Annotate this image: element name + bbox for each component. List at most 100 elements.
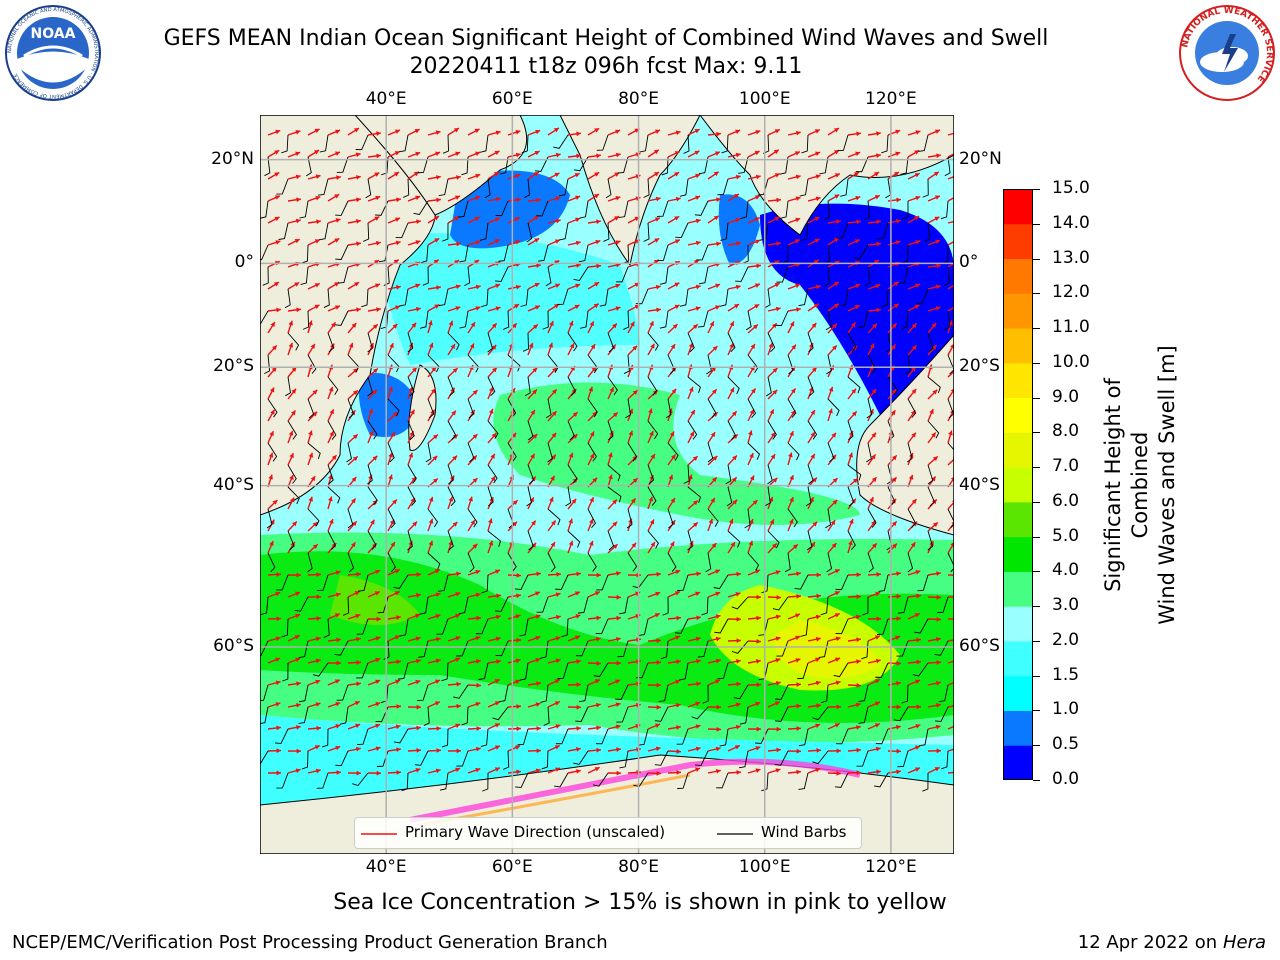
wave-arrow-head [335, 592, 341, 598]
wave-arrow-head [848, 452, 853, 458]
wave-arrow-head [836, 219, 841, 225]
wave-arrow-head [929, 409, 934, 415]
wind-barb [839, 288, 849, 307]
wind-barb [378, 244, 389, 263]
wave-arrow-head [588, 518, 594, 524]
wave-arrow-head [395, 305, 401, 310]
wave-arrow-head [734, 745, 740, 750]
wave-arrow-head [394, 635, 400, 640]
wave-arrow-head [569, 343, 575, 349]
wave-arrow-head [488, 386, 494, 392]
wave-arrow-head [434, 304, 440, 309]
wind-barb [867, 552, 874, 573]
wave-arrow-head [375, 701, 381, 707]
wave-arrow-head [388, 386, 393, 392]
wave-arrow-head [654, 172, 660, 177]
wave-arrow-head [495, 306, 501, 311]
wave-arrow-head [589, 431, 595, 437]
wind-barb [414, 750, 429, 766]
wave-arrow-head [915, 745, 921, 750]
wave-arrow-head [668, 474, 674, 480]
wave-arrow-head [288, 320, 294, 326]
wave-arrow-head [516, 572, 521, 578]
wave-arrow-head [314, 239, 320, 244]
wave-arrow-head [494, 150, 500, 156]
wind-barb [836, 222, 849, 239]
wave-arrow-head [896, 748, 901, 754]
wave-arrow-head [495, 283, 501, 289]
wind-barb [627, 442, 638, 462]
wave-arrow-head [374, 216, 380, 221]
wave-arrow-head [654, 217, 660, 222]
wind-barb [367, 530, 377, 550]
wave-arrow-head [396, 659, 401, 665]
wave-arrow-head [434, 701, 440, 706]
wind-barb [334, 640, 349, 656]
wind-barb [907, 552, 914, 573]
wave-arrow-head [276, 770, 281, 776]
wave-arrow-head [690, 409, 695, 415]
wave-arrow-head [356, 197, 361, 203]
wave-arrow-head [491, 344, 497, 350]
wave-arrow-head [596, 263, 601, 269]
wind-barb [339, 706, 349, 725]
wave-arrow-head [756, 726, 761, 732]
wind-barb [447, 486, 456, 507]
wave-arrow-head [455, 306, 461, 311]
wind-barb [387, 398, 400, 417]
wave-arrow-head [455, 195, 461, 200]
wave-arrow-head [535, 591, 541, 596]
wave-arrow-head [415, 240, 421, 245]
wind-barb [361, 288, 369, 308]
wave-arrow-head [914, 173, 920, 178]
wave-arrow-head [708, 518, 714, 524]
wave-arrow-head [472, 434, 478, 439]
wave-arrow-head [795, 283, 801, 289]
wave-max-core [774, 620, 880, 679]
lon-tick-bottom: 60°E [491, 857, 533, 877]
wave-arrow-head [555, 592, 561, 597]
wave-arrow-head [554, 239, 560, 244]
wave-arrow-head [731, 411, 737, 417]
wind-barb [587, 398, 598, 418]
wind-barb [557, 662, 569, 680]
wave-arrow-head [315, 702, 321, 707]
land-arabia [354, 115, 528, 216]
wave-arrow-head [755, 129, 761, 135]
wave-arrow-head [834, 569, 840, 574]
wave-arrow-head [454, 260, 460, 265]
wind-barb [480, 134, 489, 153]
wave-arrow-head [356, 175, 361, 180]
colorbar-tick-mark [1033, 780, 1040, 781]
wave-arrow-head [936, 263, 941, 269]
wave-arrow-head [475, 284, 481, 290]
wave-arrow-head [630, 498, 636, 504]
wind-barb [447, 376, 455, 397]
wind-barb [694, 200, 709, 216]
wave-arrow-head [709, 321, 714, 327]
wind-barb [298, 640, 309, 659]
wind-barb [942, 244, 949, 264]
wave-arrow-head [291, 367, 297, 372]
wave-arrow-head [431, 388, 436, 394]
legend-wind-label: Wind Barbs [761, 823, 847, 841]
wave-arrow-head [774, 216, 780, 222]
wind-barb [480, 728, 489, 748]
wave-arrow-head [452, 368, 458, 373]
wind-barb [495, 640, 509, 657]
wave-arrow-head [772, 477, 778, 483]
wave-arrow-head [895, 724, 901, 730]
wave-arrow-head [871, 477, 877, 483]
wave-arrow-head [435, 679, 441, 684]
wave-arrow-head [596, 725, 601, 731]
wind-barb [647, 376, 658, 396]
wind-barb [327, 376, 339, 396]
wave-arrow-head [415, 679, 421, 685]
wave-arrow-head [354, 128, 360, 133]
sea-ice-edge [409, 758, 861, 823]
wave-arrow-head [428, 496, 434, 502]
wind-barb [794, 574, 809, 590]
wave-arrow-head [555, 152, 561, 158]
wind-barb [301, 750, 309, 770]
wave-arrow-head [551, 411, 557, 417]
